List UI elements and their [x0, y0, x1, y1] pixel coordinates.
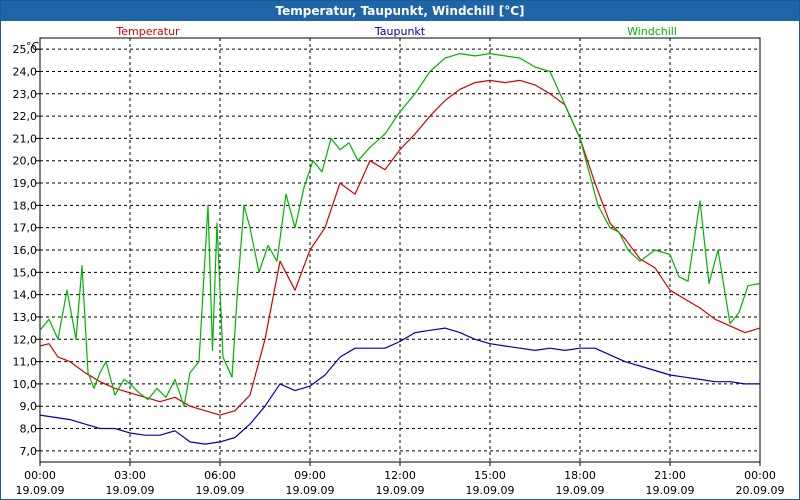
y-tick-label: 8,0: [20, 423, 38, 436]
y-tick-label: 17,0: [13, 222, 38, 235]
x-tick-label-time: 12:00: [384, 469, 416, 482]
y-tick-label: 16,0: [13, 244, 38, 257]
x-tick-label-date: 19.09.09: [646, 484, 695, 497]
series-line-temperatur: [39, 79, 761, 416]
x-tick-label-time: 21:00: [654, 469, 686, 482]
x-tick-label-date: 19.09.09: [376, 484, 425, 497]
y-tick-label: 19,0: [13, 177, 38, 190]
legend-taupunkt: Taupunkt: [374, 25, 426, 38]
y-tick-label: 20,0: [13, 155, 38, 168]
x-tick-label-date: 19.09.09: [16, 484, 65, 497]
x-tick-label-date: 19.09.09: [196, 484, 245, 497]
y-tick-label: 9,0: [20, 400, 38, 413]
x-tick-label-time: 15:00: [474, 469, 506, 482]
y-tick-label: 21,0: [13, 132, 38, 145]
y-tick-label: 12,0: [13, 333, 38, 346]
y-tick-label: 10,0: [13, 378, 38, 391]
y-tick-label: 7,0: [20, 445, 38, 458]
x-tick-label-time: 00:00: [24, 469, 56, 482]
window-title: Temperatur, Taupunkt, Windchill [°C]: [1, 1, 799, 21]
legend-windchill: Windchill: [627, 25, 677, 38]
y-tick-label: 18,0: [13, 199, 38, 212]
x-tick-label-time: 06:00: [204, 469, 236, 482]
series-line-windchill: [39, 52, 761, 407]
y-tick-label: 25,0: [13, 43, 38, 56]
x-tick-label-date: 20.09.09: [736, 484, 785, 497]
x-tick-label-time: 18:00: [564, 469, 596, 482]
x-tick-label-time: 09:00: [294, 469, 326, 482]
legend-temperatur: Temperatur: [115, 25, 180, 38]
y-tick-label: 11,0: [13, 356, 38, 369]
series-line-taupunkt: [39, 327, 760, 445]
y-tick-label: 24,0: [13, 65, 38, 78]
y-tick-label: 13,0: [13, 311, 38, 324]
x-tick-label-time: 03:00: [114, 469, 146, 482]
y-tick-label: 22,0: [13, 110, 38, 123]
x-tick-label-date: 19.09.09: [466, 484, 515, 497]
x-tick-label-date: 19.09.09: [106, 484, 155, 497]
y-axis-unit: °C: [26, 40, 40, 53]
y-tick-label: 14,0: [13, 289, 38, 302]
x-tick-label-time: 00:00: [744, 469, 776, 482]
y-tick-label: 15,0: [13, 266, 38, 279]
y-tick-label: 23,0: [13, 88, 38, 101]
x-tick-label-date: 19.09.09: [286, 484, 335, 497]
x-tick-label-date: 19.09.09: [556, 484, 605, 497]
